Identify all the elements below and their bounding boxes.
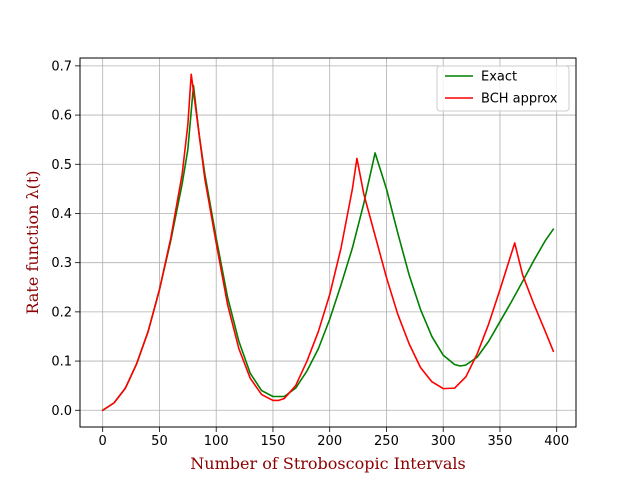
y-tick-label: 0.3 — [51, 256, 72, 271]
x-tick-label: 400 — [544, 434, 569, 449]
x-tick-label: 250 — [374, 434, 399, 449]
y-axis-label: Rate function λ(t) — [23, 170, 42, 314]
y-axis-ticks: 0.0 0.1 0.2 0.3 0.4 0.5 0.6 0.7 — [51, 59, 80, 419]
y-tick-label: 0.7 — [51, 59, 72, 74]
y-tick-label: 0.0 — [51, 404, 72, 419]
y-tick-label: 0.4 — [51, 207, 72, 222]
legend-box — [436, 65, 570, 112]
x-axis-label: Number of Stroboscopic Intervals — [190, 454, 465, 473]
x-tick-label: 100 — [204, 434, 229, 449]
x-tick-label: 150 — [261, 434, 286, 449]
legend-label-exact: Exact — [481, 70, 517, 85]
y-tick-label: 0.6 — [51, 109, 72, 124]
x-axis-ticks: 0 50 100 150 200 250 300 350 400 — [99, 427, 569, 449]
y-tick-label: 0.2 — [51, 305, 72, 320]
x-tick-label: 50 — [151, 434, 168, 449]
x-tick-label: 300 — [431, 434, 456, 449]
y-tick-label: 0.5 — [51, 158, 72, 173]
grid — [80, 58, 576, 427]
y-tick-label: 0.1 — [51, 355, 72, 370]
x-tick-label: 0 — [99, 434, 107, 449]
plot-frame — [79, 57, 577, 428]
series-line-bch-approx — [101, 73, 555, 412]
x-tick-label: 200 — [317, 434, 342, 449]
x-tick-label: 350 — [488, 434, 513, 449]
legend-label-bch-approx: BCH approx — [481, 92, 558, 107]
series-lines — [101, 73, 555, 412]
legend: Exact BCH approx — [436, 65, 570, 112]
